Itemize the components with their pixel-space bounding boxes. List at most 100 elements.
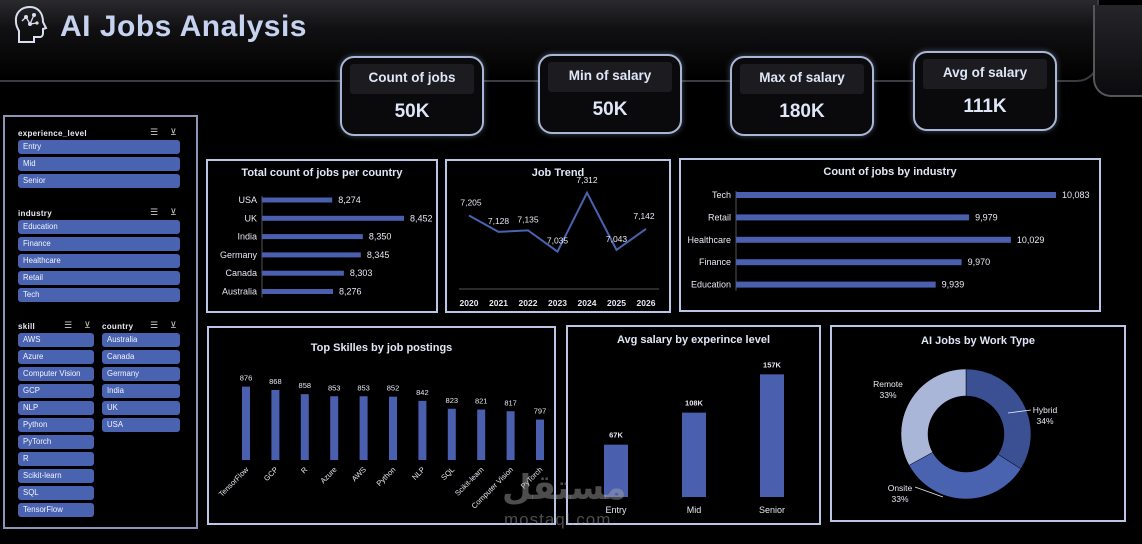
bar bbox=[300, 394, 309, 460]
category-label: Senior bbox=[759, 505, 785, 515]
x-tick-label: 2025 bbox=[607, 298, 626, 308]
slicer-item-experience-level[interactable]: Entry bbox=[18, 140, 180, 154]
kpi-card-avg-of-salary: Avg of salary 111K bbox=[913, 51, 1057, 131]
slicer-item-skill[interactable]: PyTorch bbox=[18, 435, 94, 449]
kpi-value: 50K bbox=[394, 101, 430, 122]
chart-title: AI Jobs by Work Type bbox=[921, 335, 1035, 347]
slicer-item-skill[interactable]: Scikit-learn bbox=[18, 469, 94, 483]
clear-filter-icon[interactable]: ⊻ bbox=[170, 127, 177, 137]
chart-panel-jobs-per-country: Total count of jobs per country USA 8,274… bbox=[206, 159, 438, 313]
data-label: 8,274 bbox=[338, 195, 361, 205]
slicer-item-industry[interactable]: Tech bbox=[18, 288, 180, 302]
kpi-card-max-of-salary: Max of salary 180K bbox=[730, 56, 874, 136]
clear-filter-icon[interactable]: ⊻ bbox=[170, 320, 177, 330]
slicer-item-skill[interactable]: NLP bbox=[18, 401, 94, 415]
slicer-item-country[interactable]: USA bbox=[102, 418, 180, 432]
data-label: 67K bbox=[609, 431, 623, 440]
bar bbox=[736, 281, 936, 288]
category-label: TensorFlow bbox=[217, 465, 251, 499]
kpi-value: 111K bbox=[963, 96, 1007, 117]
slicer-item-industry[interactable]: Healthcare bbox=[18, 254, 180, 268]
category-label: USA bbox=[238, 195, 257, 205]
slice-value-label: 33% bbox=[879, 390, 896, 400]
chart-title: Avg salary by experince level bbox=[616, 334, 771, 346]
slicer-item-industry[interactable]: Finance bbox=[18, 237, 180, 251]
slicer-item-experience-level[interactable]: Senior bbox=[18, 174, 180, 188]
category-label: India bbox=[237, 232, 257, 242]
slicer-item-country[interactable]: India bbox=[102, 384, 180, 398]
data-label: 9,979 bbox=[975, 212, 998, 222]
chart-title: Count of jobs by industry bbox=[823, 166, 957, 178]
slice-value-label: 34% bbox=[1036, 416, 1053, 426]
bar bbox=[359, 396, 368, 460]
slicer-item-skill[interactable]: Computer Vision bbox=[18, 367, 94, 381]
data-label: 8,452 bbox=[410, 213, 433, 223]
industry-bar-chart: Tech 10,083 Retail 9,979 Healthcare 10,029 Fin… bbox=[687, 190, 1090, 291]
category-label: Mid bbox=[687, 505, 702, 515]
slicer-item-skill[interactable]: AWS bbox=[18, 333, 94, 347]
leader-line bbox=[1007, 409, 1032, 414]
category-label: Entry bbox=[605, 505, 627, 515]
slicer-item-skill[interactable]: Python bbox=[18, 418, 94, 432]
kpi-label: Count of jobs bbox=[368, 70, 456, 85]
salary-column-chart: 67K Entry 108K Mid 157K Senior bbox=[604, 360, 785, 515]
clear-filter-icon[interactable]: ⊻ bbox=[84, 320, 91, 330]
slicer-title-country: country bbox=[102, 322, 134, 331]
slicer-item-country[interactable]: Canada bbox=[102, 350, 180, 364]
x-tick-label: 2024 bbox=[578, 298, 597, 308]
data-label: 8,303 bbox=[350, 268, 373, 278]
category-label: Retail bbox=[708, 212, 731, 222]
data-label: 853 bbox=[328, 383, 341, 392]
slicer-item-skill[interactable]: SQL bbox=[18, 486, 94, 500]
donut-slice bbox=[908, 451, 1022, 500]
category-label: Australia bbox=[222, 287, 257, 297]
slicer-item-industry[interactable]: Education bbox=[18, 220, 180, 234]
slicer-item-skill[interactable]: Azure bbox=[18, 350, 94, 364]
data-label: 797 bbox=[534, 407, 547, 416]
slicer-item-experience-level[interactable]: Mid bbox=[18, 157, 180, 171]
kpi-card-min-of-salary: Min of salary 50K bbox=[538, 54, 682, 134]
watermark-url: mostaql.com bbox=[504, 510, 612, 529]
data-label: 10,083 bbox=[1062, 190, 1090, 200]
data-label: 817 bbox=[504, 398, 517, 407]
slicer-item-skill[interactable]: R bbox=[18, 452, 94, 466]
country-bar-chart: USA 8,274 UK 8,452 India 8,350 Germany 8,345 Can… bbox=[220, 195, 433, 298]
data-label: 7,035 bbox=[547, 236, 569, 246]
chart-title: Top Skilles by job postings bbox=[310, 342, 453, 354]
slicer-item-country[interactable]: Germany bbox=[102, 367, 180, 381]
leader-line bbox=[914, 486, 944, 498]
kpi-label: Avg of salary bbox=[942, 65, 1028, 80]
slicer-item-skill[interactable]: GCP bbox=[18, 384, 94, 398]
slicer-item-country[interactable]: Australia bbox=[102, 333, 180, 347]
x-tick-label: 2026 bbox=[637, 298, 656, 308]
skills-column-chart: 876 TensorFlow 868 GCP 858 R 853 Azure 853 AWS 852… bbox=[217, 374, 547, 511]
data-label: 821 bbox=[475, 397, 488, 406]
category-label: Python bbox=[375, 465, 398, 488]
slicer-item-industry[interactable]: Retail bbox=[18, 271, 180, 285]
chart-panel-top-skills: Top Skilles by job postings 876 TensorFlo… bbox=[207, 326, 556, 525]
job-trend-line-chart: 7,205 2020 7,128 2021 7,135 2022 7,035 2023 7,31… bbox=[459, 175, 659, 308]
slicer-title-industry: industry bbox=[18, 209, 52, 218]
bar bbox=[682, 412, 706, 497]
bar bbox=[262, 215, 404, 221]
multi-select-icon[interactable]: ☰ bbox=[150, 207, 159, 217]
bar bbox=[604, 444, 628, 497]
slicer-item-skill[interactable]: TensorFlow bbox=[18, 503, 94, 517]
bar bbox=[262, 270, 344, 276]
data-label: 7,043 bbox=[606, 234, 628, 244]
data-label: 7,205 bbox=[460, 198, 482, 208]
multi-select-icon[interactable]: ☰ bbox=[150, 320, 159, 330]
bar bbox=[262, 234, 363, 240]
clear-filter-icon[interactable]: ⊻ bbox=[170, 207, 177, 217]
category-label: Azure bbox=[318, 465, 338, 485]
data-label: 9,970 bbox=[968, 257, 991, 267]
slice-value-label: 33% bbox=[891, 494, 908, 504]
header-decoration bbox=[1093, 5, 1142, 97]
multi-select-icon[interactable]: ☰ bbox=[150, 127, 159, 137]
bar bbox=[477, 409, 486, 460]
multi-select-icon[interactable]: ☰ bbox=[64, 320, 73, 330]
kpi-label: Min of salary bbox=[568, 68, 652, 83]
slicer-item-country[interactable]: UK bbox=[102, 401, 180, 415]
bar bbox=[389, 396, 397, 460]
head-circuit-icon bbox=[14, 5, 48, 43]
